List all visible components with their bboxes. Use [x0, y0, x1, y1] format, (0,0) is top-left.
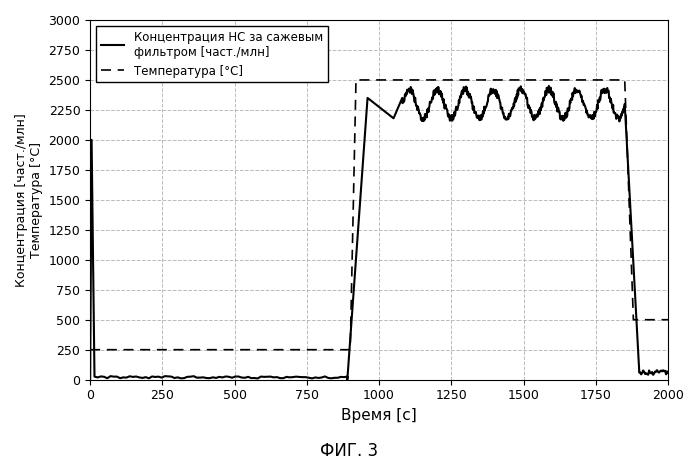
Концентрация НС за сажевым
фильтром [част./млн]	[545, 83, 553, 89]
Концентрация НС за сажевым
фильтром [част./млн]	[526, 106, 535, 112]
Температура [°C]	[621, 90, 629, 95]
Концентрация НС за сажевым
фильтром [част./млн]	[361, 130, 369, 135]
Legend: Концентрация НС за сажевым
фильтром [част./млн], Температура [°C]: Концентрация НС за сажевым фильтром [час…	[96, 26, 328, 82]
Концентрация НС за сажевым
фильтром [част./млн]	[664, 370, 672, 376]
Концентрация НС за сажевым
фильтром [част./млн]	[424, 106, 432, 111]
Температура [°C]	[86, 347, 94, 353]
Температура [°C]	[664, 317, 672, 323]
Y-axis label: Концентрация [част./млн]
Температура [°C]: Концентрация [част./млн] Температура [°C…	[15, 113, 43, 287]
Температура [°C]	[352, 77, 360, 83]
Концентрация НС за сажевым
фильтром [част./млн]	[509, 104, 517, 110]
Концентрация НС за сажевым
фильтром [част./млн]	[463, 85, 471, 90]
Температура [°C]	[207, 347, 215, 353]
Text: ФИГ. 3: ФИГ. 3	[320, 443, 379, 461]
X-axis label: Время [с]: Время [с]	[341, 408, 417, 423]
Температура [°C]	[596, 77, 605, 83]
Температура [°C]	[584, 77, 593, 83]
Температура [°C]	[544, 77, 552, 83]
Line: Температура [°C]: Температура [°C]	[90, 80, 668, 350]
Температура [°C]	[564, 77, 572, 83]
Line: Концентрация НС за сажевым
фильтром [част./млн]: Концентрация НС за сажевым фильтром [час…	[90, 86, 668, 380]
Концентрация НС за сажевым
фильтром [част./млн]	[578, 100, 586, 105]
Концентрация НС за сажевым
фильтром [част./млн]	[86, 377, 94, 383]
